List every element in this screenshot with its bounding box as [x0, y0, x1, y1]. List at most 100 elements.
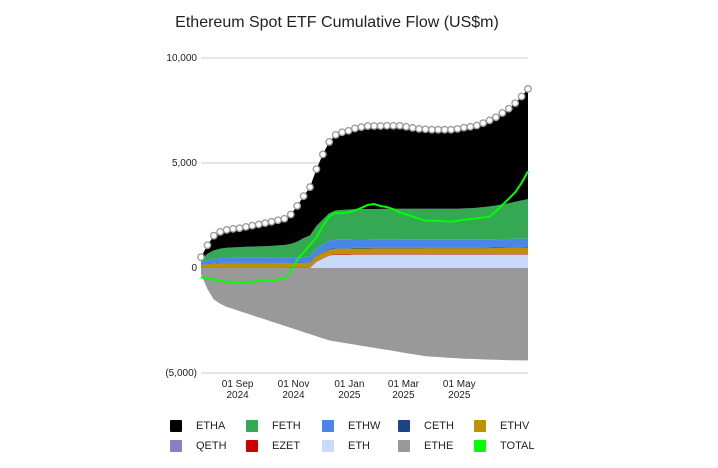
stack-top-marker: [222, 226, 231, 234]
stack-top-marker: [357, 123, 366, 132]
stack-top-marker: [453, 124, 462, 133]
legend-label: EZET: [272, 440, 301, 452]
stack-top-marker: [408, 123, 417, 132]
stack-top-marker: [479, 119, 488, 128]
area-ethv: [201, 247, 528, 268]
legend-swatch: [170, 420, 182, 432]
legend-label: QETH: [196, 440, 227, 452]
legend-item-ethw: ETHW: [322, 418, 386, 434]
stack-top-marker: [344, 126, 353, 135]
stack-top-marker: [485, 116, 494, 125]
legend-item-ezet: EZET: [246, 438, 310, 454]
legend-swatch: [398, 440, 410, 452]
stack-top-marker: [376, 122, 385, 130]
stacked-areas: [197, 84, 532, 361]
x-tick-year: 2025: [448, 390, 471, 401]
x-tick-year: 2025: [338, 390, 361, 401]
legend-swatch: [322, 420, 334, 432]
legend-swatch: [398, 420, 410, 432]
stack-top-marker: [395, 121, 404, 130]
legend-item-ceth: CETH: [398, 418, 462, 434]
chart-title: Ethereum Spot ETF Cumulative Flow (US$m): [175, 14, 499, 31]
stack-top-marker: [197, 253, 205, 262]
stack-top-marker: [383, 121, 391, 130]
stack-top-marker: [363, 122, 372, 130]
legend-item-ethe: ETHE: [398, 438, 462, 454]
stack-top-marker: [280, 214, 289, 223]
legend-item-qeth: QETH: [170, 438, 234, 454]
y-tick-label: 0: [191, 263, 197, 274]
stack-top-marker: [415, 124, 423, 133]
stack-top-marker: [254, 220, 263, 229]
stack-top-marker: [434, 125, 443, 134]
stack-top-marker: [472, 121, 481, 130]
x-tick-label: 01 Jan: [334, 379, 364, 390]
legend-item-eth: ETH: [322, 438, 386, 454]
legend-swatch: [322, 440, 334, 452]
legend-swatch: [246, 420, 258, 432]
x-tick-label: 01 May: [443, 379, 476, 390]
legend-item-ethv: ETHV: [474, 418, 538, 434]
legend-swatch: [246, 440, 258, 452]
legend: ETHA FETH ETHW CETH ETHV QETH EZET ETH ETHE TOTAL: [170, 418, 550, 454]
legend-label: ETH: [348, 440, 370, 452]
stack-top-marker: [492, 113, 500, 122]
stack-top-marker: [427, 125, 436, 134]
legend-swatch: [170, 440, 182, 452]
stack-top-marker: [241, 222, 250, 231]
stack-top-marker: [402, 122, 411, 131]
legend-label: ETHW: [348, 420, 381, 432]
stack-top-marker: [299, 192, 308, 200]
stack-top-marker: [274, 216, 282, 225]
legend-item-feth: FETH: [246, 418, 310, 434]
stack-top-marker: [261, 219, 270, 228]
stack-top-marker: [524, 84, 532, 93]
stack-top-markers: [197, 84, 532, 262]
legend-label: ETHE: [424, 440, 454, 452]
stack-top-marker: [203, 241, 212, 250]
legend-item-total: TOTAL: [474, 438, 538, 454]
stack-top-marker: [459, 123, 468, 132]
area-feth: [201, 199, 528, 263]
legend-item-etha: ETHA: [170, 418, 234, 434]
stack-top-marker: [389, 121, 398, 130]
stack-top-marker: [216, 227, 225, 236]
stack-top-marker: [511, 99, 520, 108]
stack-top-marker: [267, 217, 276, 226]
line-total: [200, 170, 529, 284]
legend-swatch: [474, 440, 486, 452]
y-tick-label: 5,000: [172, 158, 197, 169]
legend-label: TOTAL: [500, 440, 535, 452]
stack-top-marker: [370, 122, 379, 130]
area-eth: [201, 254, 528, 268]
stack-top-marker: [504, 104, 513, 113]
stack-top-marker: [421, 125, 430, 134]
legend-label: CETH: [424, 420, 454, 432]
stack-top-marker: [447, 125, 455, 134]
stack-top-marker: [466, 122, 475, 131]
x-tick-year: 2024: [227, 390, 250, 401]
x-tick-year: 2024: [282, 390, 305, 401]
stack-top-marker: [498, 109, 507, 117]
stack-top-marker: [312, 165, 321, 174]
y-tick-label: (5,000): [165, 368, 197, 379]
stack-top-marker: [293, 202, 302, 210]
y-axis: (5,000) 0 5,000 10,000: [165, 53, 197, 379]
stack-top-marker: [229, 224, 237, 233]
stack-top-marker: [248, 221, 257, 230]
stack-top-marker: [235, 224, 244, 233]
legend-label: ETHV: [500, 420, 530, 432]
area-ethe: [201, 268, 528, 361]
stack-top-marker: [306, 183, 314, 191]
stack-top-marker: [286, 210, 295, 219]
x-tick-label: 01 Mar: [388, 379, 420, 390]
stack-top-marker: [325, 138, 334, 146]
stack-top-marker: [350, 124, 359, 133]
x-tick-label: 01 Nov: [278, 379, 310, 390]
stack-top-marker: [338, 128, 346, 137]
x-tick-year: 2025: [392, 390, 415, 401]
stack-top-marker: [440, 125, 449, 134]
legend-swatch: [474, 420, 486, 432]
